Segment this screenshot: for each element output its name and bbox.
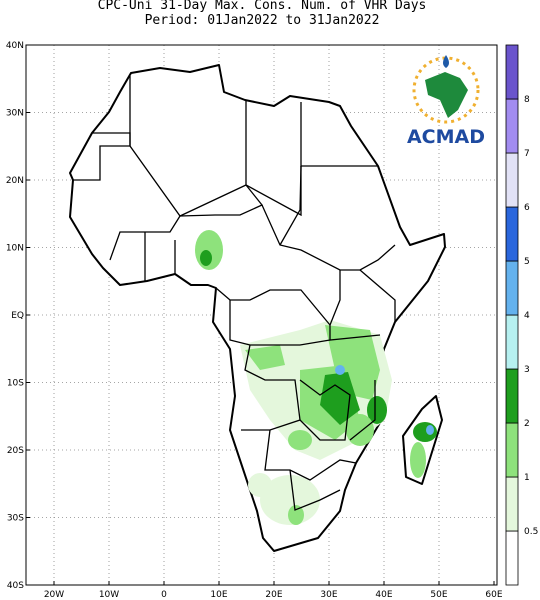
lon-label: 10W bbox=[99, 590, 119, 600]
borders bbox=[73, 76, 396, 511]
precip-patches bbox=[195, 230, 392, 525]
logo-text: ACMAD bbox=[407, 126, 485, 148]
logo: ACMAD bbox=[407, 55, 485, 148]
lat-label: 30S bbox=[7, 514, 24, 524]
lon-label: 60E bbox=[485, 590, 502, 600]
colorbar-segment bbox=[505, 368, 519, 424]
title-line: Period: 01Jan2022 to 31Jan2022 bbox=[145, 13, 380, 28]
colorbar-segment bbox=[505, 44, 519, 100]
colorbar-label: 8 bbox=[524, 95, 530, 105]
colorbar-label: 0.5 bbox=[524, 527, 538, 537]
lat-label: 10S bbox=[7, 379, 24, 389]
lon-label: 20E bbox=[265, 590, 282, 600]
lat-label: 30N bbox=[6, 109, 24, 119]
colorbar-label: 7 bbox=[524, 149, 530, 159]
lat-label: 20N bbox=[6, 176, 24, 186]
axis-labels: 20W 10W 0 10E 20E 30E 40E 50E 60E 40N 30N 20N 10N EQ 1… bbox=[6, 41, 503, 600]
lat-label: 40S bbox=[7, 581, 24, 591]
lon-label: 0 bbox=[161, 590, 167, 600]
lat-label: 20S bbox=[7, 446, 24, 456]
colorbar-segment bbox=[505, 260, 519, 316]
lon-label: 20W bbox=[44, 590, 64, 600]
colorbar-label: 5 bbox=[524, 257, 530, 267]
colorbar-segment bbox=[505, 152, 519, 208]
colorbar-label: 1 bbox=[524, 473, 530, 483]
colorbar-segment bbox=[505, 314, 519, 370]
colorbar-segment bbox=[505, 206, 519, 262]
lat-label: 10N bbox=[6, 244, 24, 254]
title-line: CPC-Uni 31-Day Max. Cons. Num. of VHR Da… bbox=[98, 0, 427, 13]
colorbar-label: 2 bbox=[524, 419, 530, 429]
colorbar-segment bbox=[505, 422, 519, 478]
lon-label: 10E bbox=[210, 590, 227, 600]
colorbar-segment bbox=[505, 530, 519, 586]
colorbar: 0.5 1 2 3 4 5 6 7 8 bbox=[505, 44, 538, 586]
colorbar-segment bbox=[505, 98, 519, 154]
lon-label: 40E bbox=[375, 590, 392, 600]
precip-patch bbox=[410, 442, 426, 478]
lat-label: EQ bbox=[11, 311, 24, 321]
colorbar-segment bbox=[505, 476, 519, 532]
colorbar-label: 4 bbox=[524, 311, 530, 321]
colorbar-label: 6 bbox=[524, 203, 530, 213]
lat-label: 40N bbox=[6, 41, 24, 51]
colorbar-label: 3 bbox=[524, 365, 530, 375]
map-area: 20W 10W 0 10E 20E 30E 40E 50E 60E 40N 30N 20N 10N EQ 1… bbox=[6, 41, 503, 600]
lon-label: 30E bbox=[320, 590, 337, 600]
precip-patch bbox=[426, 425, 434, 435]
lon-label: 50E bbox=[430, 590, 447, 600]
